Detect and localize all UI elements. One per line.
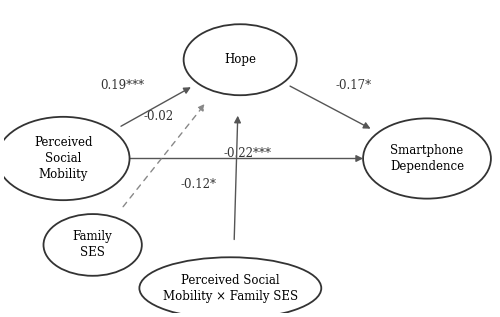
Ellipse shape <box>140 257 322 317</box>
Ellipse shape <box>363 118 491 199</box>
Text: Perceived Social
Mobility × Family SES: Perceived Social Mobility × Family SES <box>163 274 298 303</box>
Text: Perceived
Social
Mobility: Perceived Social Mobility <box>34 136 92 181</box>
Text: Hope: Hope <box>224 53 256 66</box>
Text: 0.19***: 0.19*** <box>100 80 144 93</box>
Text: -0.17*: -0.17* <box>335 80 372 93</box>
Text: -0.22***: -0.22*** <box>224 147 272 160</box>
Text: -0.02: -0.02 <box>144 110 174 123</box>
Ellipse shape <box>44 214 142 276</box>
Text: Family
SES: Family SES <box>73 230 112 259</box>
Ellipse shape <box>0 117 130 200</box>
Ellipse shape <box>184 24 296 95</box>
Text: -0.12*: -0.12* <box>180 178 216 191</box>
Text: Smartphone
Dependence: Smartphone Dependence <box>390 144 464 173</box>
